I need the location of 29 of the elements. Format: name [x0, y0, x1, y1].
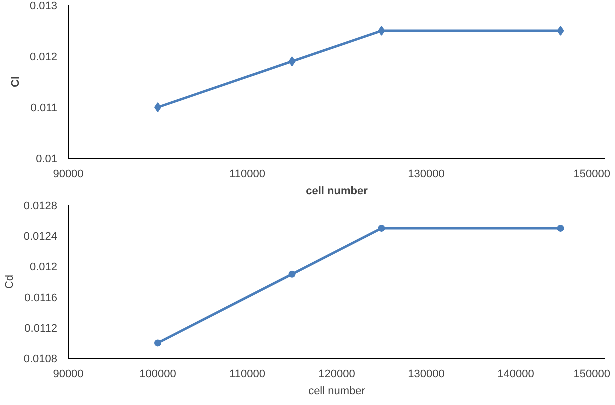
point — [378, 224, 386, 232]
x-axis-title: cell number — [308, 386, 366, 398]
x-tick-label: 140000 — [498, 368, 534, 380]
y-tick-label: 0.0116 — [24, 292, 58, 304]
x-tick-label: 110000 — [230, 368, 266, 380]
y-tick-label: 0.0108 — [24, 354, 58, 366]
y-tick-label: 0.0124 — [24, 231, 58, 244]
x-axis-title: cell number — [306, 186, 369, 198]
y-tick-label: 0.0112 — [24, 322, 58, 335]
point — [288, 270, 296, 278]
x-tick-label: 120000 — [318, 368, 356, 380]
x-tick-label: 130000 — [408, 368, 445, 380]
x-tick-label: 100000 — [140, 368, 176, 380]
point — [154, 340, 162, 347]
y-tick-label: 0.013 — [30, 0, 58, 12]
x-tick-label: 130000 — [408, 168, 445, 180]
y-tick-label: 0.01 — [36, 154, 58, 166]
y-tick-label: 0.0128 — [24, 200, 58, 212]
x-tick-label: 90000 — [53, 368, 84, 380]
x-tick-label: 150000 — [574, 168, 611, 180]
y-axis-title: Cd — [4, 274, 16, 290]
y-axis-title: Cl — [10, 76, 22, 88]
point — [557, 224, 564, 232]
y-tick-label: 0.011 — [30, 102, 58, 114]
x-tick-label: 90000 — [53, 168, 84, 180]
y-tick-label: 0.012 — [30, 52, 58, 64]
y-tick-label: 0.012 — [30, 262, 58, 274]
x-tick-label: 150000 — [574, 368, 611, 380]
x-tick-label: 110000 — [230, 168, 266, 180]
